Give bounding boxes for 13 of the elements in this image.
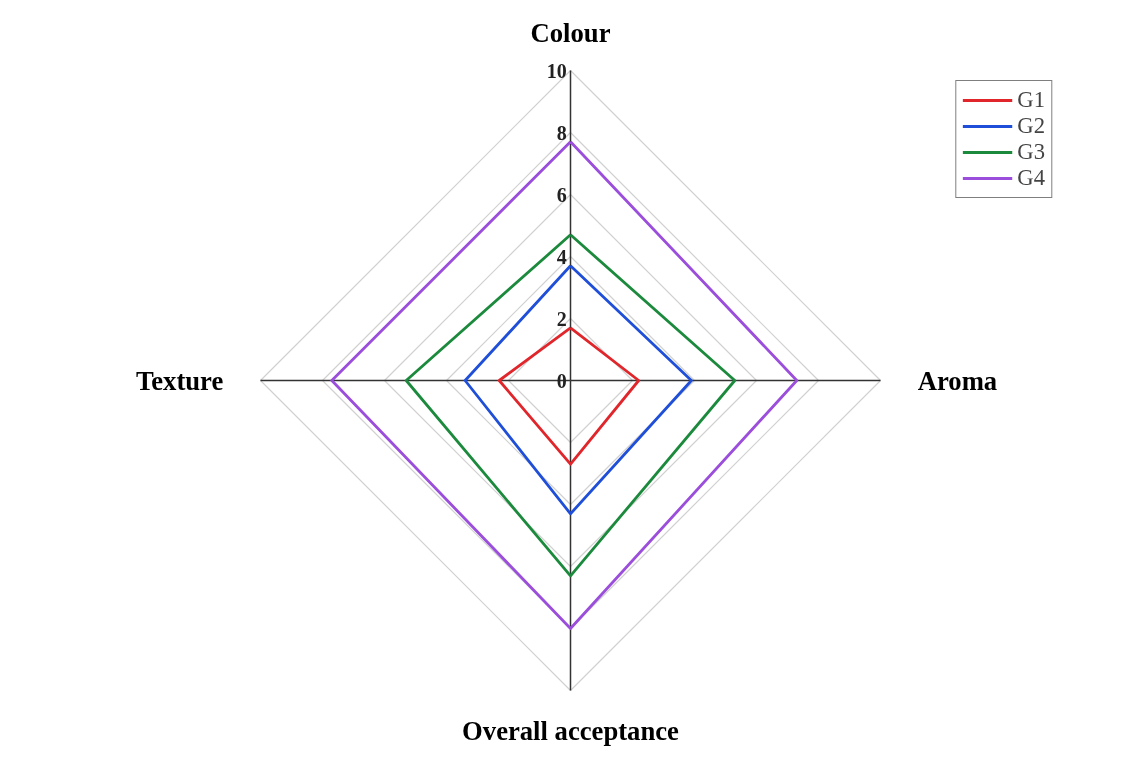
spoke-label: Overall acceptance	[462, 715, 680, 746]
legend-label: G1	[1017, 87, 1045, 113]
legend-label: G2	[1017, 113, 1045, 139]
spoke-label: Texture	[135, 365, 224, 396]
y-tick-label: 6	[556, 183, 567, 206]
y-tick-label: 10	[546, 59, 567, 82]
y-tick-label: 8	[556, 121, 567, 144]
spoke-label: Colour	[530, 18, 611, 49]
y-tick-label: 4	[556, 245, 567, 268]
y-tick-label: 2	[556, 307, 567, 330]
legend-label: G3	[1017, 139, 1045, 165]
spoke-label: Aroma	[917, 365, 998, 396]
legend-label: G4	[1017, 165, 1045, 191]
